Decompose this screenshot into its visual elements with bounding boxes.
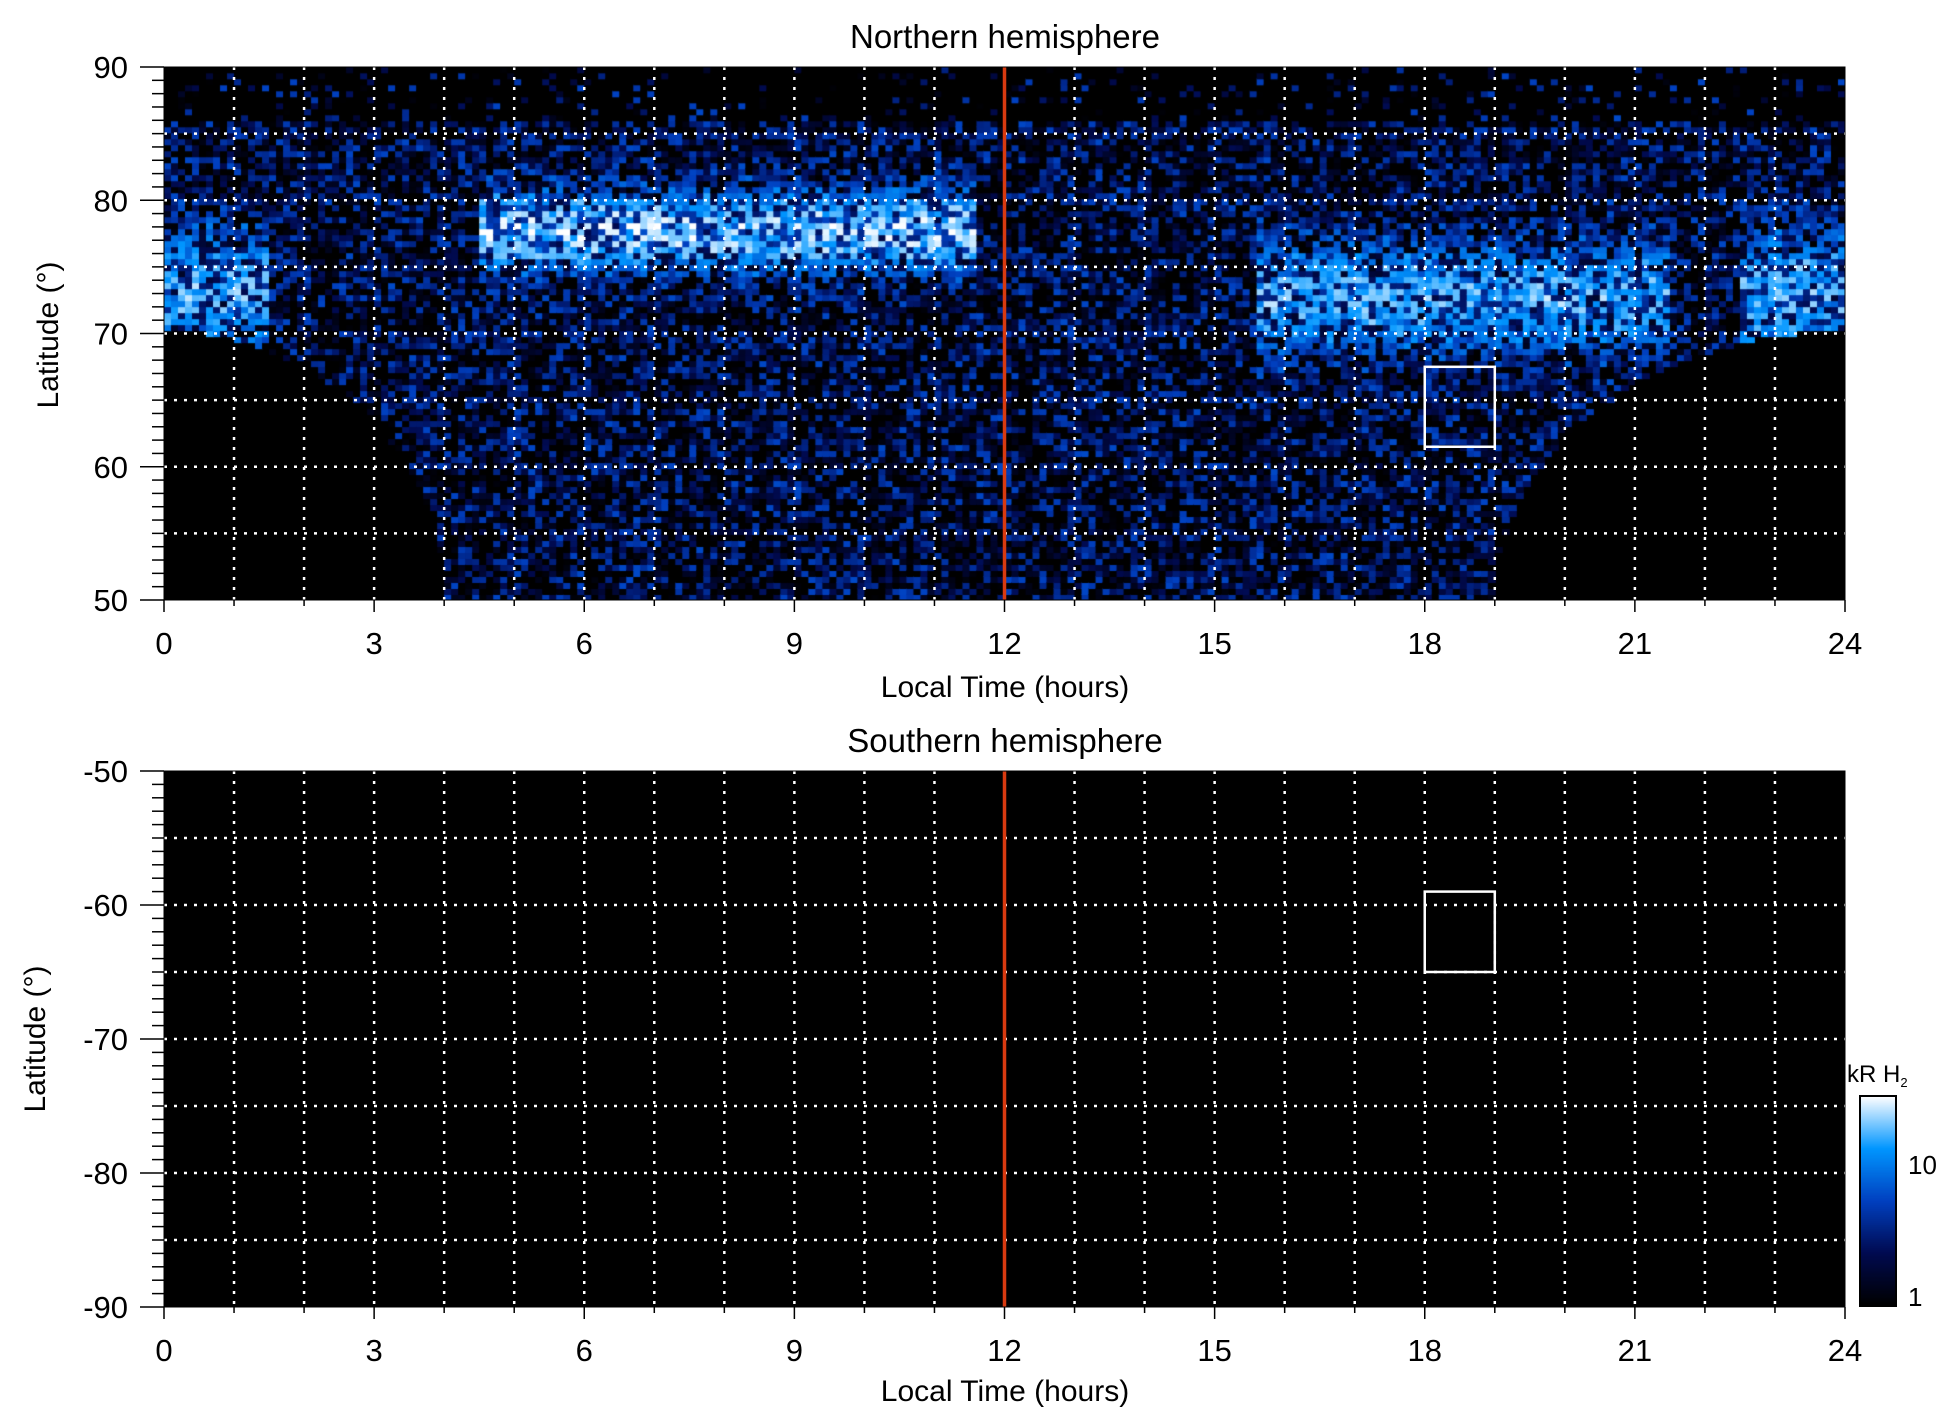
north-xlabel: Local Time (hours) [881,671,1129,704]
y-tick-label: 80 [94,183,128,218]
x-tick-label: 21 [1618,626,1652,661]
north-title: Northern hemisphere [850,18,1160,55]
north-ylabel: Latitude (°) [32,261,65,408]
x-tick-label: 18 [1408,1333,1442,1368]
region-box [1423,365,1497,449]
chart-marks: 90 80 70 60 50 0 3 6 9 12 15 18 21 24 -50 -60 -70 -80 -90 0… [83,50,1862,1368]
south-ylabel: Latitude (°) [19,965,52,1112]
x-tick-label: 6 [576,626,593,661]
x-tick-label: 15 [1197,1333,1231,1368]
south-title: Southern hemisphere [847,722,1163,759]
x-tick-label: 9 [786,626,803,661]
x-tick-label: 0 [155,626,172,661]
x-tick-label: 12 [987,1333,1021,1368]
colorbar-label-main: kR H [1847,1061,1900,1088]
x-tick-label: 3 [366,1333,383,1368]
colorbar-tick-label: 1 [1908,1282,1922,1312]
colorbar-label: kR H2 [1847,1061,1908,1090]
south-xlabel: Local Time (hours) [881,1375,1129,1408]
x-tick-label: 6 [576,1333,593,1368]
y-tick-label: 70 [94,317,128,352]
plot-frame [163,66,1846,601]
y-tick-label: -90 [83,1290,128,1325]
x-tick-label: 3 [366,626,383,661]
y-tick-label: 60 [94,450,128,485]
x-tick-label: 9 [786,1333,803,1368]
x-tick-label: 24 [1828,626,1862,661]
x-tick-label: 21 [1618,1333,1652,1368]
y-tick-label: 90 [94,50,128,85]
colorbar-gradient [1860,1096,1896,1306]
y-tick-label: -80 [83,1156,128,1191]
y-tick-label: -50 [83,754,128,789]
region-box [1423,890,1497,974]
y-tick-label: -70 [83,1022,128,1057]
x-tick-label: 18 [1408,626,1442,661]
x-tick-label: 15 [1197,626,1231,661]
colorbar-tick-label: 10 [1908,1150,1937,1180]
y-tick-label: -60 [83,888,128,923]
colorbar-frame [1859,1095,1897,1307]
x-tick-label: 12 [987,626,1021,661]
x-tick-label: 24 [1828,1333,1862,1368]
plot-frame [163,770,1846,1308]
x-tick-label: 0 [155,1333,172,1368]
y-tick-label: 50 [94,583,128,618]
colorbar-label-subscript: 2 [1900,1075,1907,1090]
